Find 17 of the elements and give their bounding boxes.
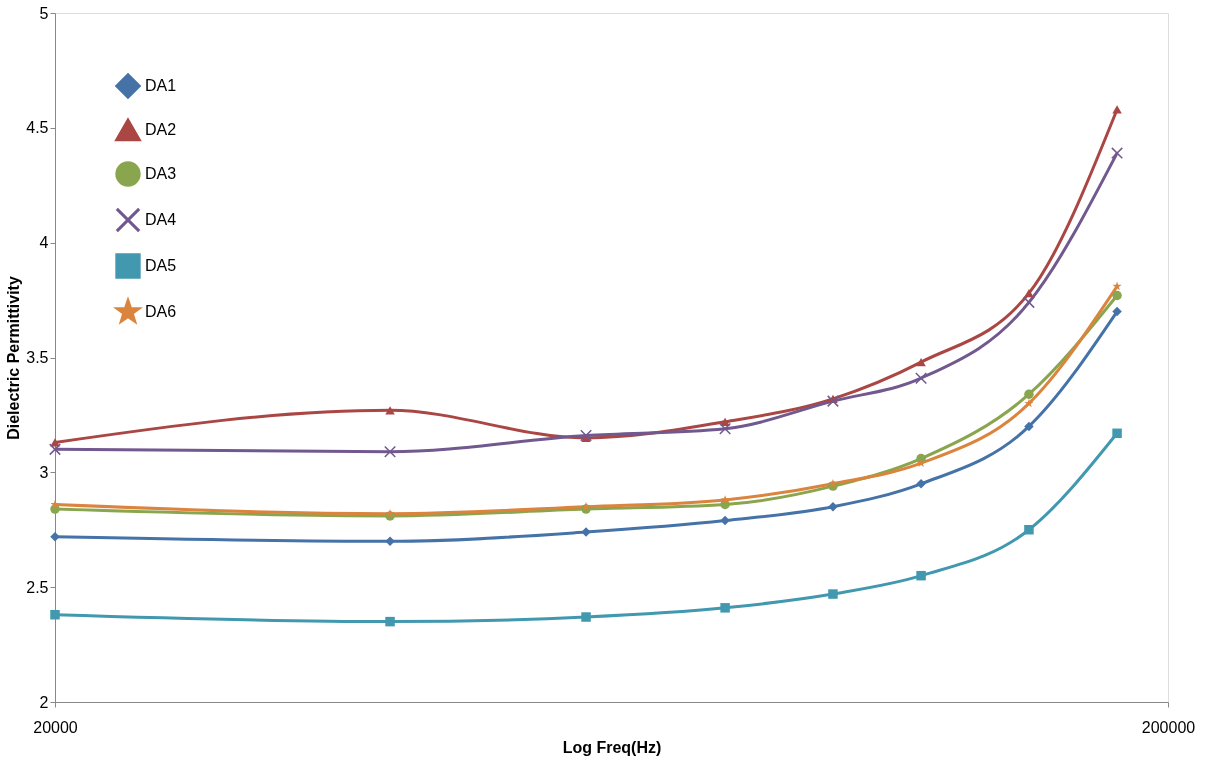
x-tick-label: 200000	[1141, 718, 1196, 736]
y-tick-label: 5	[39, 4, 49, 22]
y-tick-label: 3.5	[26, 349, 49, 366]
legend-label: DA3	[145, 165, 177, 182]
legend-label: DA2	[145, 121, 177, 138]
y-tick-label: 3	[39, 463, 49, 481]
legend-label: DA4	[145, 211, 177, 228]
y-axis-title: Dielectric Permittivity	[5, 276, 23, 440]
x-axis-title: Log Freq(Hz)	[562, 738, 662, 756]
y-tick-label: 2	[39, 693, 49, 711]
y-tick-label: 2.5	[26, 578, 49, 596]
legend-label: DA6	[145, 303, 177, 320]
x-tick-label: 20000	[33, 718, 78, 736]
y-tick-label: 4.5	[26, 119, 49, 137]
legend-label: DA1	[145, 77, 177, 94]
legend-label: DA5	[145, 257, 177, 274]
y-tick-label: 4	[39, 234, 49, 252]
